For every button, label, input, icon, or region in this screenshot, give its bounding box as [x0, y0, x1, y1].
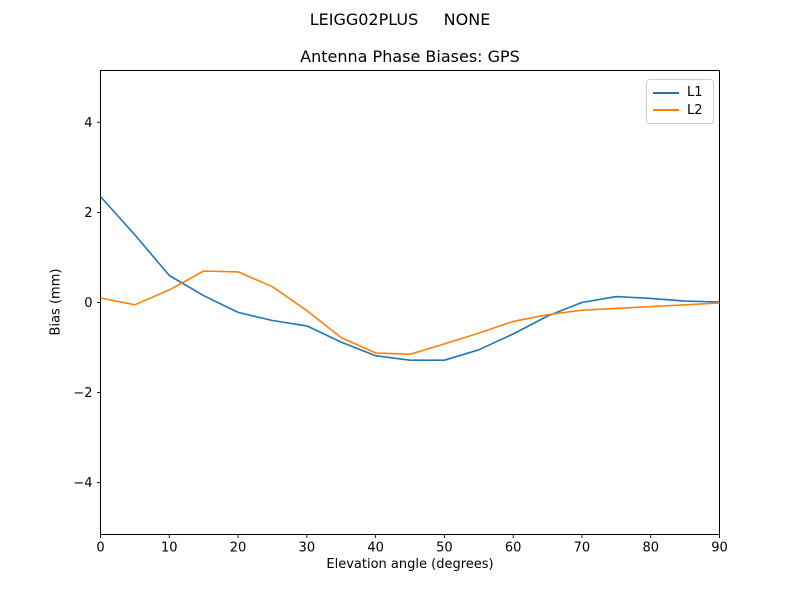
y-tick-label: 4	[84, 116, 92, 131]
legend-item-l1: L1	[653, 86, 707, 99]
y-tick-label: −4	[73, 476, 92, 491]
axes-frame	[100, 70, 720, 535]
series-line-l1	[99, 196, 720, 362]
x-tick-label: 20	[230, 541, 247, 556]
x-tick-label: 90	[711, 541, 728, 556]
legend-label-l2: L2	[687, 102, 703, 118]
x-tick-label: 40	[367, 541, 384, 556]
legend-line-sample-l1	[653, 91, 679, 94]
x-tick-label: 60	[505, 541, 522, 556]
chart-title: Antenna Phase Biases: GPS	[300, 47, 520, 66]
x-tick-label: 50	[436, 541, 453, 556]
legend: L1 L2	[646, 79, 714, 124]
x-tick-label: 30	[299, 541, 316, 556]
y-tick-label: −2	[73, 386, 92, 401]
series-line-l2	[100, 270, 720, 356]
x-axis-label: Elevation angle (degrees)	[326, 557, 494, 572]
x-tick-label: 10	[161, 541, 178, 556]
y-tick-label: 0	[84, 296, 92, 311]
figure-suptitle: LEIGG02PLUS NONE	[309, 10, 491, 29]
x-tick-label: 0	[96, 541, 104, 556]
legend-line-sample-l2	[653, 109, 679, 112]
x-tick-label: 70	[574, 541, 591, 556]
y-axis-label: Bias (mm)	[48, 268, 64, 336]
y-tick-label: 2	[84, 206, 92, 221]
legend-item-l2: L2	[653, 104, 707, 117]
legend-label-l1: L1	[687, 85, 703, 101]
x-tick-label: 80	[642, 541, 659, 556]
